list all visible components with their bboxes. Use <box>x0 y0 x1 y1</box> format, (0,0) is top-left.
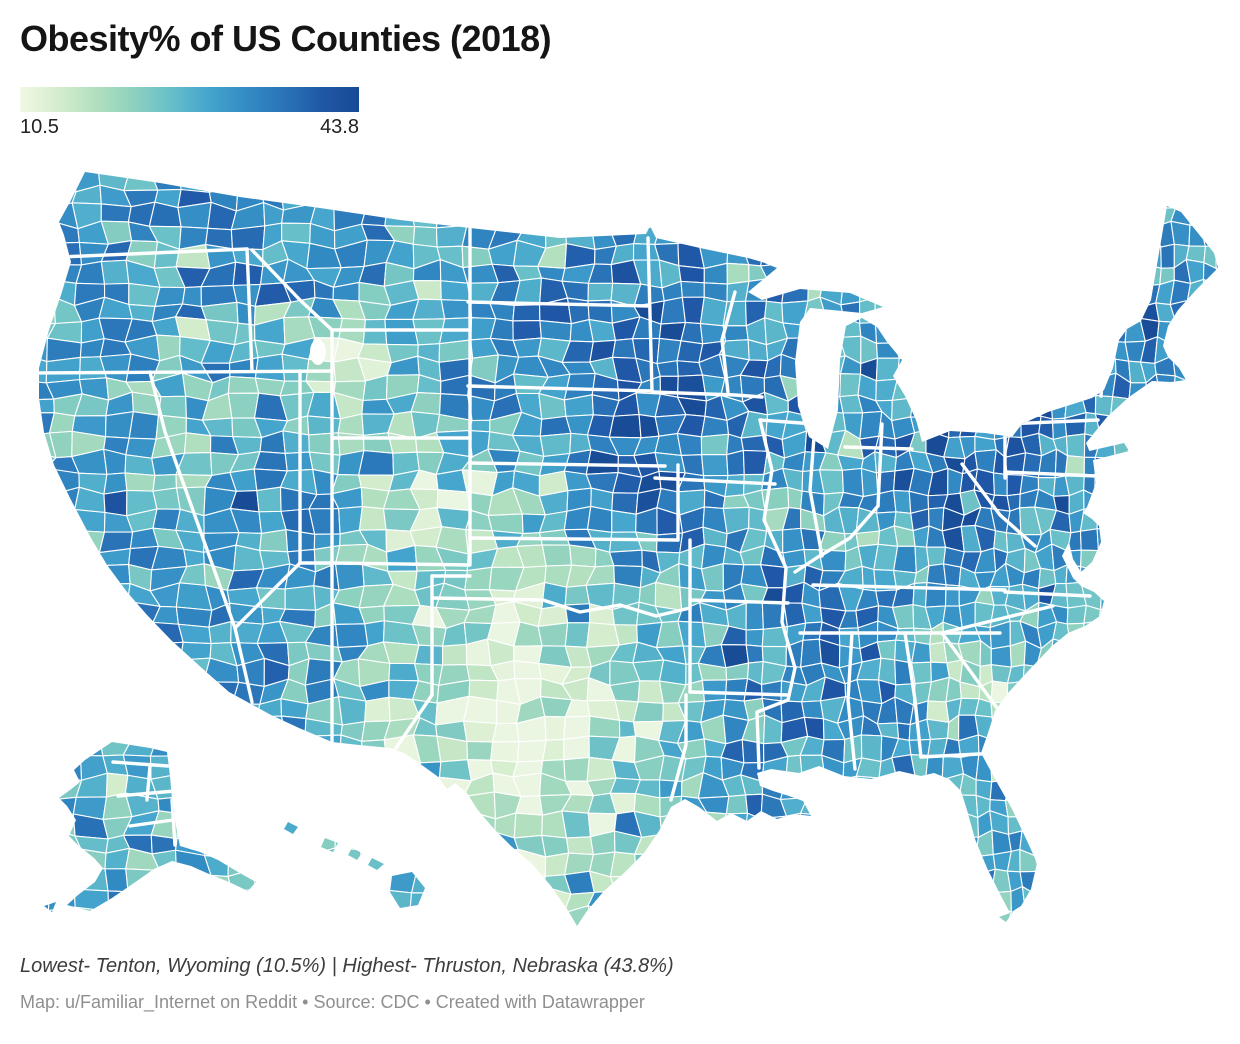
county-cells <box>39 172 1218 926</box>
color-legend: 10.5 43.8 <box>20 87 359 139</box>
legend-max-label: 43.8 <box>320 116 359 138</box>
legend-labels: 10.5 43.8 <box>20 116 359 139</box>
map-attribution: Map: u/Familiar_Internet on Reddit • Sou… <box>20 992 645 1012</box>
great-salt-lake <box>310 339 326 365</box>
page-title: Obesity% of US Counties (2018) <box>20 18 552 59</box>
legend-min-label: 10.5 <box>20 116 59 138</box>
legend-gradient-bar <box>20 87 359 112</box>
map-note: Lowest- Tenton, Wyoming (10.5%) | Highes… <box>20 955 674 977</box>
